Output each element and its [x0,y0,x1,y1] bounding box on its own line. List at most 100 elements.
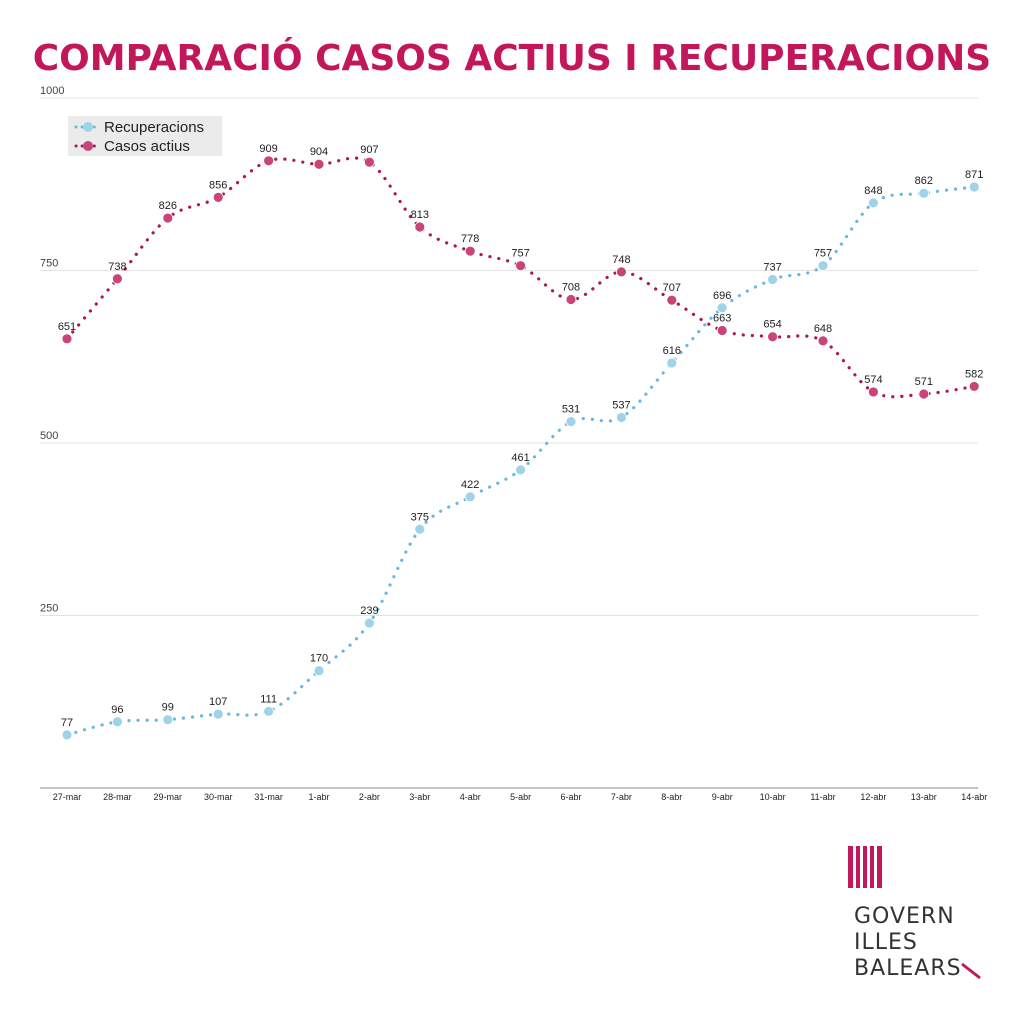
x-tick-label: 31-mar [254,792,283,802]
data-point-casos-actius [666,294,678,306]
data-label-casos-actius: 748 [612,254,630,266]
x-tick-label: 2-abr [359,792,380,802]
data-point-recuperacions [817,260,829,272]
data-label-casos-actius: 571 [915,376,933,388]
x-tick-label: 3-abr [409,792,430,802]
data-point-recuperacions [212,708,224,720]
data-point-casos-actius [464,245,476,257]
data-point-recuperacions [868,197,879,209]
data-label-casos-actius: 907 [360,144,378,156]
x-tick-label: 12-abr [860,792,886,802]
data-point-recuperacions [918,187,930,199]
x-tick-label: 10-abr [760,792,786,802]
data-label-casos-actius: 582 [965,368,983,380]
data-point-recuperacions [716,302,728,314]
data-point-casos-actius [263,155,275,167]
data-label-recuperacions: 871 [965,169,983,181]
y-tick-label: 1000 [40,85,64,97]
data-label-recuperacions: 848 [864,185,882,197]
data-label-casos-actius: 778 [461,233,479,245]
data-label-recuperacions: 77 [61,717,73,729]
y-tick-label: 500 [40,430,58,442]
x-tick-label: 9-abr [712,792,733,802]
data-label-recuperacions: 107 [209,696,227,708]
govern-logo [848,846,981,980]
logo-text-line2: ILLES [854,930,918,955]
data-point-recuperacions [515,464,526,476]
data-point-casos-actius [565,294,577,305]
x-tick-label: 1-abr [308,792,329,802]
data-label-casos-actius: 757 [511,248,529,260]
data-point-casos-actius [112,273,123,285]
x-axis-labels: 27-mar 28-mar 29-mar 30-mar 31-mar 1-abr 2-abr… [53,792,987,802]
legend-box [68,116,222,156]
x-tick-label: 27-mar [53,792,82,802]
data-label-casos-actius: 856 [209,179,227,191]
data-label-casos-actius: 904 [310,146,328,158]
legend-label-casos-actius: Casos actius [104,138,190,155]
data-point-casos-actius [767,331,778,343]
data-point-recuperacions [565,416,577,428]
data-label-recuperacions: 862 [915,175,933,187]
x-tick-label: 6-abr [560,792,581,802]
data-point-recuperacions [968,181,980,193]
data-point-recuperacions [61,729,73,741]
data-label-casos-actius: 707 [663,282,681,294]
legend: Recuperacions Casos actius [68,116,222,156]
x-tick-label: 8-abr [661,792,682,802]
data-label-casos-actius: 654 [763,319,781,331]
data-label-casos-actius: 651 [58,321,76,333]
data-point-casos-actius [817,335,829,347]
data-point-recuperacions [263,706,275,717]
x-tick-label: 4-abr [460,792,481,802]
data-label-casos-actius: 708 [562,281,580,293]
y-axis-labels: 250 500 750 1000 [40,85,64,615]
logo-text-line3: BALEARS [854,956,962,981]
x-tick-label: 28-mar [103,792,132,802]
x-tick-label: 5-abr [510,792,531,802]
data-point-recuperacions [464,491,476,503]
x-tick-label: 14-abr [961,792,987,802]
gridlines [40,97,979,789]
data-label-casos-actius: 738 [108,261,126,273]
x-tick-label: 11-abr [810,792,835,802]
data-point-casos-actius [968,381,980,392]
data-label-recuperacions: 111 [260,693,277,705]
data-label-recuperacions: 696 [713,290,731,302]
data-label-recuperacions: 537 [612,399,630,411]
data-point-casos-actius [414,221,426,233]
data-point-recuperacions [616,412,627,423]
data-point-casos-actius [716,325,728,336]
y-tick-label: 250 [40,603,58,615]
data-point-recuperacions [414,523,426,535]
data-point-recuperacions [767,274,778,285]
chart-title: COMPARACIÓ CASOS ACTIUS I RECUPERACIONS [32,38,992,79]
series-line-casos-actius [65,156,976,399]
data-point-casos-actius [868,386,879,398]
series-group: 77 96 99 107 111 170 239 375 422 461 531 537 616 696 7… [58,143,983,741]
data-label-casos-actius: 663 [713,313,731,325]
data-point-casos-actius [918,388,930,400]
x-tick-label: 29-mar [154,792,183,802]
data-point-recuperacions [313,665,325,677]
data-label-recuperacions: 99 [162,702,174,714]
data-label-casos-actius: 826 [159,200,177,212]
legend-label-recuperacions: Recuperacions [104,119,204,136]
data-label-recuperacions: 375 [411,511,429,523]
data-label-recuperacions: 531 [562,404,580,416]
data-label-casos-actius: 648 [814,323,832,335]
data-label-recuperacions: 170 [310,653,328,665]
data-point-casos-actius [515,260,526,272]
data-point-recuperacions [162,714,174,726]
x-tick-label: 30-mar [204,792,233,802]
data-label-recuperacions: 461 [511,452,529,464]
data-point-casos-actius [363,156,375,168]
data-point-recuperacions [666,357,678,369]
data-point-recuperacions [363,617,375,629]
data-label-recuperacions: 616 [663,345,681,357]
data-point-casos-actius [162,212,174,224]
data-label-recuperacions: 239 [360,605,378,617]
data-label-casos-actius: 813 [411,209,429,221]
x-tick-label: 13-abr [911,792,937,802]
